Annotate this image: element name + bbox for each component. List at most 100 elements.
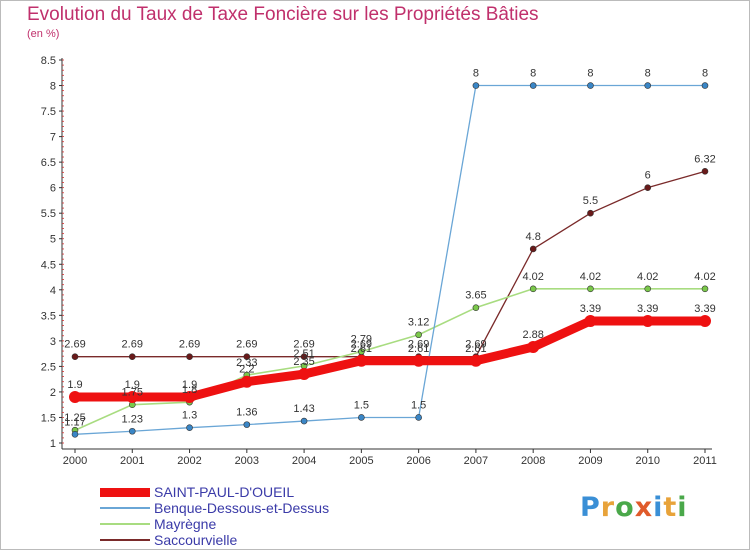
data-point [183,391,196,404]
data-point [529,285,537,293]
legend-label: SAINT-PAUL-D'OUEIL [154,484,295,500]
y-tick-label: 7.5 [41,106,56,118]
x-tick-label: 2010 [635,455,659,467]
data-label: 8 [587,68,593,80]
y-tick-label: 8.5 [41,55,56,67]
data-label: 1.3 [182,410,197,422]
data-label: 2.88 [522,329,543,341]
legend-swatch-saccourvielle [100,539,150,541]
y-unit-label: (en %) [27,28,60,40]
y-tick-label: 1.5 [41,412,56,424]
y-tick-label: 3 [50,336,56,348]
y-tick-label: 1 [50,438,56,450]
legend-swatch-benque [100,507,150,509]
data-label: 1.36 [236,407,257,419]
data-point [641,314,654,327]
data-point [415,414,422,421]
data-label: 1.5 [354,399,369,411]
x-tick-label: 2003 [235,455,259,467]
y-tick-label: 4 [50,285,56,297]
legend-swatch-saint-paul [100,488,150,497]
logo-letter: x [634,492,654,523]
data-label: 2.69 [293,339,314,351]
data-label: 2.33 [236,357,257,369]
logo-letter: o [615,492,635,523]
data-label: 8 [645,68,651,80]
data-label: 1.8 [182,384,197,396]
y-tick-label: 7 [50,132,56,144]
data-label: 2.69 [236,339,257,351]
y-tick-label: 5.5 [41,208,56,220]
data-point [699,314,711,327]
data-label: 8 [473,68,479,80]
data-point [472,82,480,89]
data-point [644,285,652,293]
data-point [243,353,251,360]
data-label: 4.02 [637,271,658,283]
data-point [186,424,193,431]
x-tick-label: 2011 [693,455,717,467]
data-point [186,353,193,360]
data-point [529,82,537,89]
data-label: 1.5 [411,399,426,411]
legend-label: Benque-Dessous-et-Dessus [154,500,330,516]
legend-label: Mayrègne [154,516,217,532]
legend-label: Saccourvielle [154,532,238,548]
data-label: 2.69 [64,339,85,351]
data-label: 2.2 [239,364,254,376]
data-point [71,353,79,360]
y-tick-label: 4.5 [41,259,56,271]
x-tick-label: 2002 [177,455,201,467]
y-tick-label: 6.5 [41,157,56,169]
data-point [701,285,709,293]
x-tick-label: 2007 [464,455,488,467]
data-point [469,354,482,367]
data-label: 6 [645,170,651,182]
data-point [300,417,308,425]
y-tick-label: 6 [50,183,56,195]
data-label: 1.75 [122,387,143,399]
data-label: 1.17 [64,416,85,428]
data-label: 2.79 [351,334,372,346]
x-tick-label: 2006 [406,455,430,467]
y-tick-label: 3.5 [41,310,56,322]
logo-letter: i [653,492,664,523]
x-tick-label: 2009 [578,455,602,467]
data-label: 2.51 [293,348,314,360]
data-label: 4.8 [526,231,541,243]
data-point [644,82,652,89]
data-label: 1.9 [67,379,82,391]
y-tick-label: 2 [50,387,56,399]
data-point [527,340,540,353]
logo-letter: t [663,492,678,523]
series-line [74,84,706,435]
data-point [701,168,709,175]
x-tick-label: 2000 [63,455,87,467]
data-point [584,314,597,327]
data-label: 3.65 [465,290,486,302]
data-point [69,391,81,404]
data-point [243,421,251,428]
data-point [71,431,79,438]
data-label: 4.02 [694,271,715,283]
data-label: 1.23 [122,413,143,425]
data-label: 5.5 [583,195,598,207]
data-point [355,354,368,367]
data-label: 2.69 [179,339,200,351]
data-label: 2.69 [465,339,486,351]
data-point [587,82,594,89]
data-label: 4.02 [522,271,543,283]
logo-letter: i [677,492,688,523]
data-label: 2.69 [122,339,143,351]
data-label: 1.9 [125,379,140,391]
x-tick-label: 2008 [521,455,545,467]
data-point [300,353,308,360]
series-line [74,170,706,358]
data-point [701,82,709,89]
data-point [587,209,594,217]
legend-item-saint-paul: SAINT-PAUL-D'OUEIL [100,484,400,500]
data-point [298,368,311,381]
data-point [128,353,136,360]
